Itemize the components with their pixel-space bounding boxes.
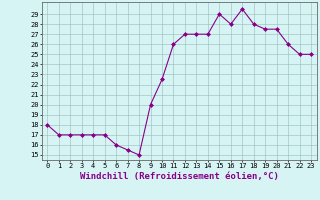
X-axis label: Windchill (Refroidissement éolien,°C): Windchill (Refroidissement éolien,°C)	[80, 172, 279, 181]
